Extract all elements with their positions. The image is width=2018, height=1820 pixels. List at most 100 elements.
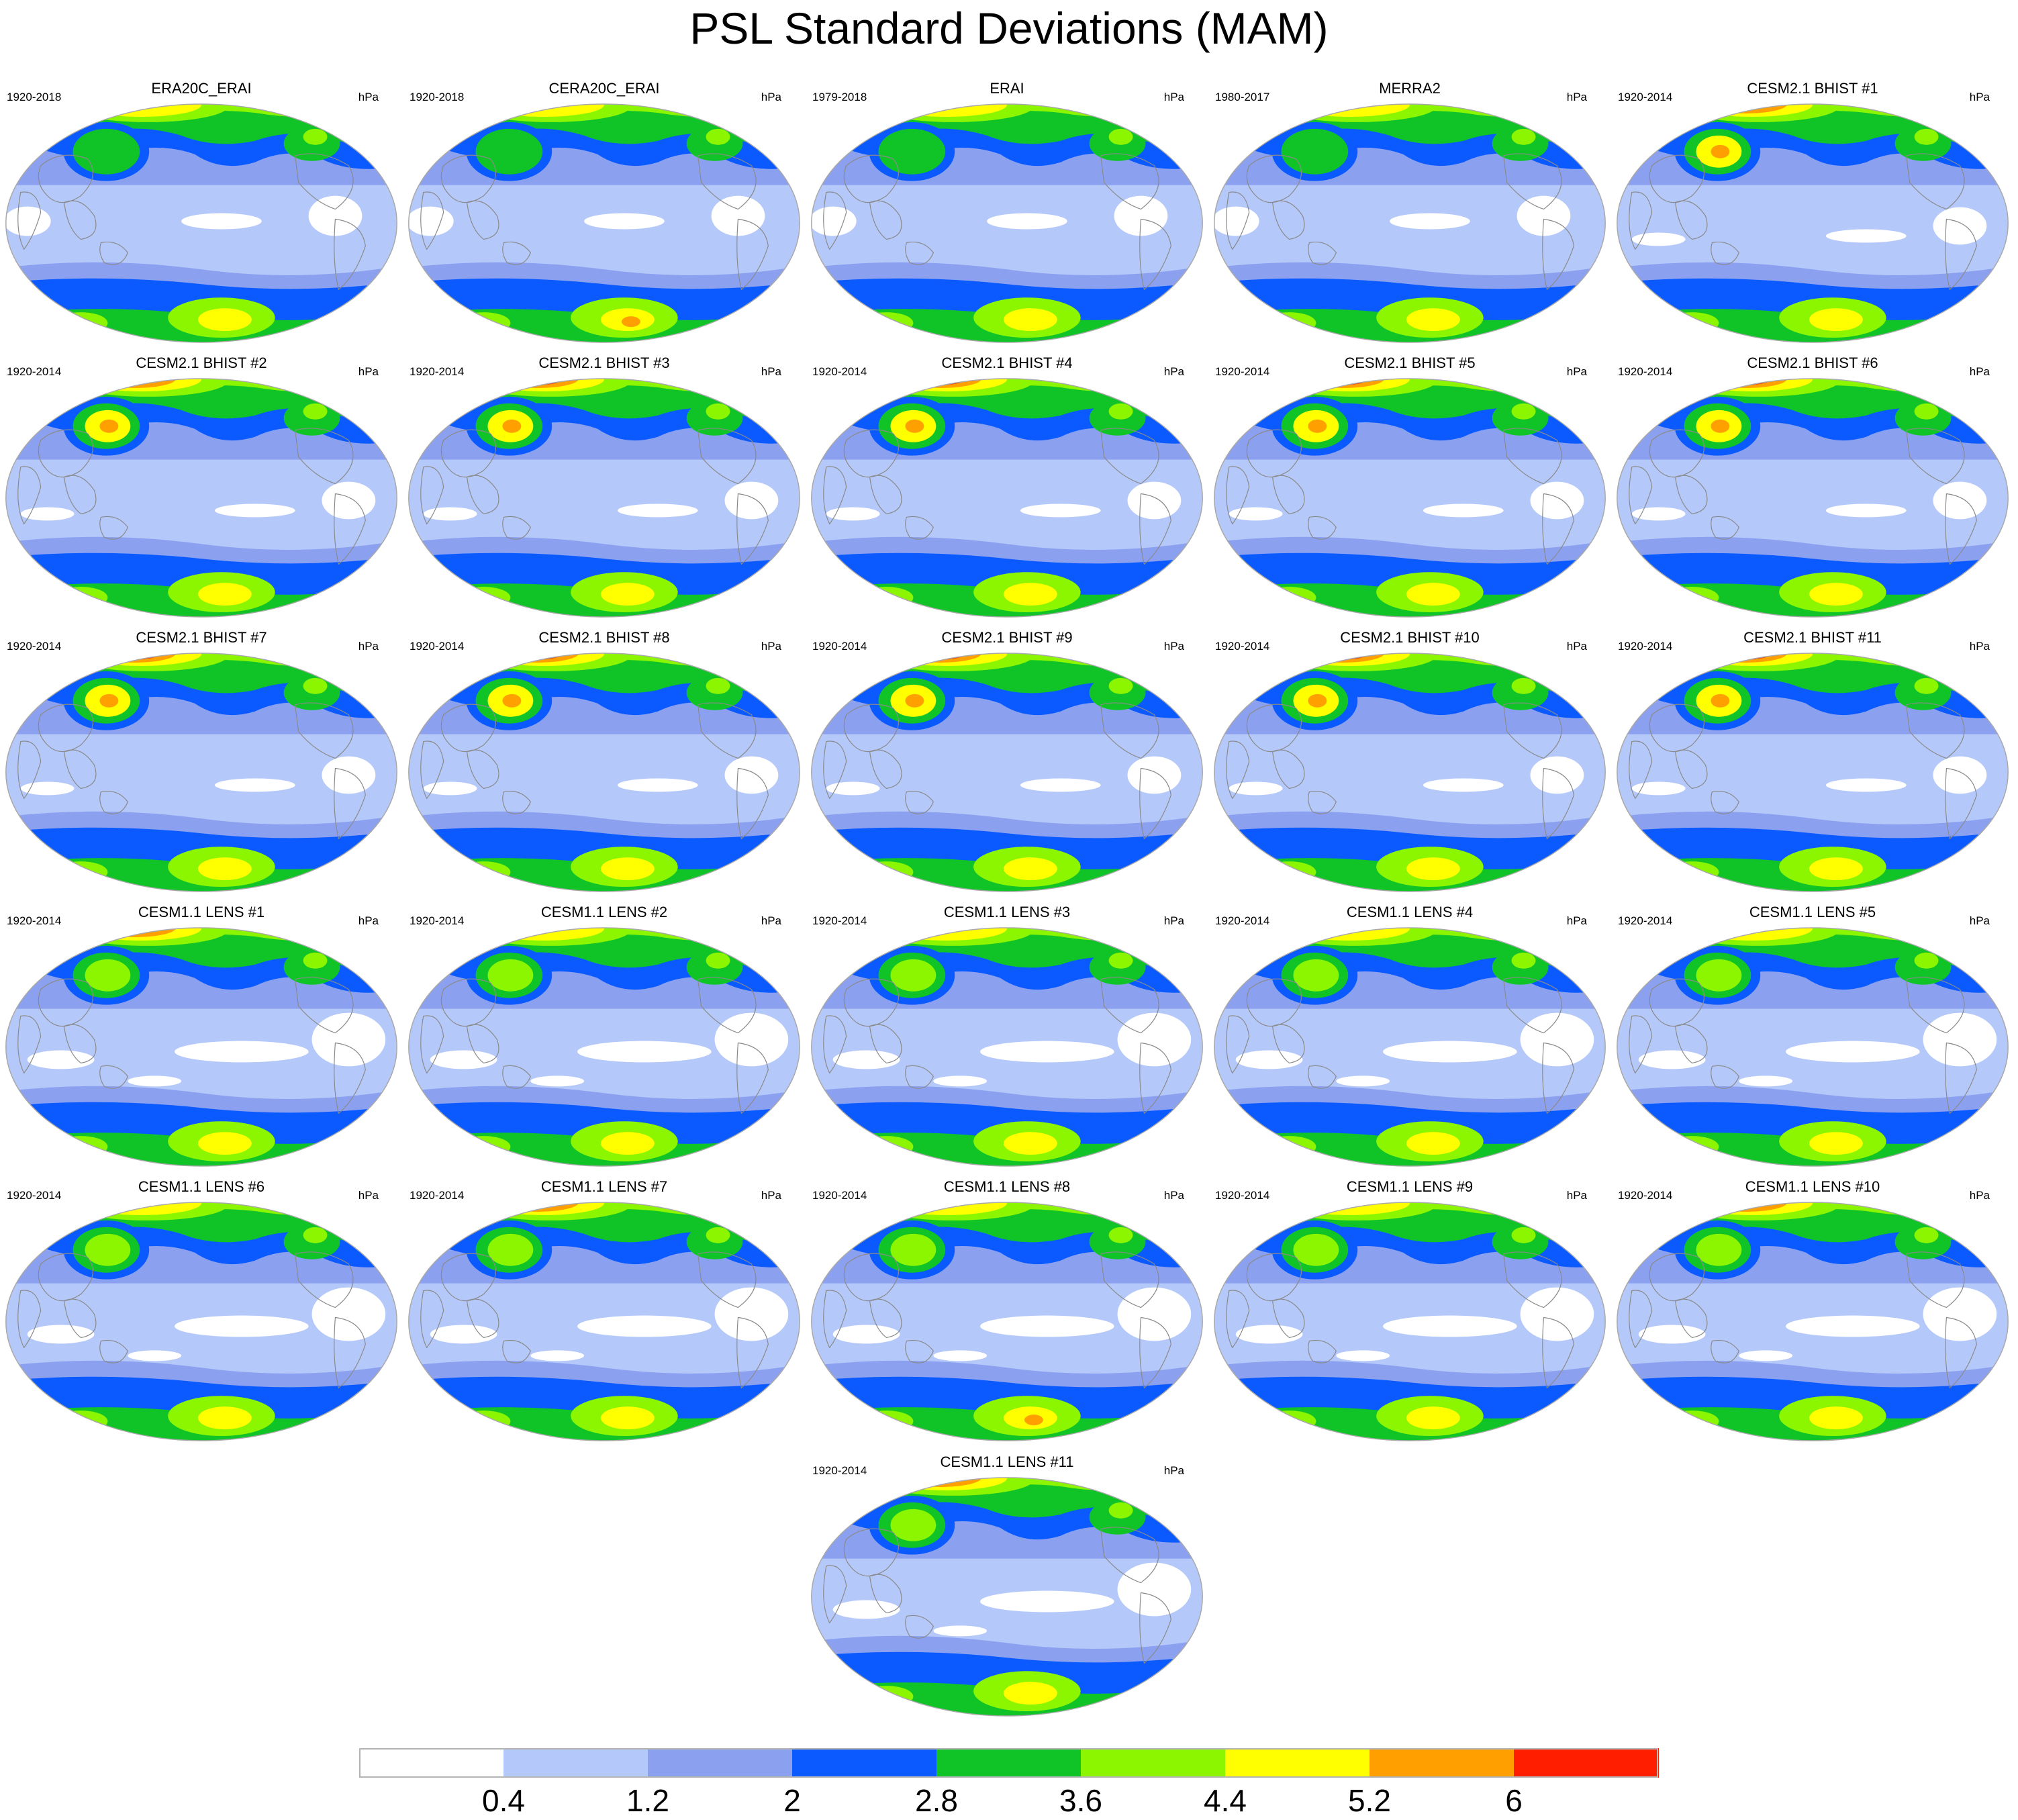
panel-years: 1920-2014 <box>1618 365 1673 378</box>
map-outline <box>408 1202 800 1441</box>
map-panel: CESM1.1 LENS #11 1920-2014 hPa <box>806 1453 1208 1718</box>
colorbar-swatch <box>936 1748 1082 1778</box>
contour-fill <box>1214 103 1606 343</box>
contour-fill <box>811 103 1203 343</box>
map-outline <box>811 927 1203 1167</box>
panel-title: CESM1.1 LENS #3 <box>943 904 1071 920</box>
map-panel: ERA20C_ERAI 1920-2018 hPa <box>0 79 403 344</box>
map-panel: CESM2.1 BHIST #11 1920-2014 hPa <box>1611 628 2014 894</box>
panel-title: CESM2.1 BHIST #1 <box>1747 80 1878 97</box>
colorbar-tick-label: 2 <box>783 1783 801 1818</box>
map-outline <box>5 103 397 343</box>
contour-fill <box>5 378 397 618</box>
panel-title: CESM2.1 BHIST #8 <box>538 629 670 646</box>
panel-title: CESM2.1 BHIST #7 <box>136 629 267 646</box>
map-panel: CESM1.1 LENS #3 1920-2014 hPa <box>806 903 1208 1168</box>
contour-fill <box>408 653 800 892</box>
contour-fill <box>1617 927 2009 1167</box>
robinson-map <box>1617 378 2009 618</box>
panel-years: 1920-2014 <box>812 640 867 653</box>
panel-years: 1920-2014 <box>1215 365 1270 378</box>
panel-units: hPa <box>358 640 379 653</box>
map-panel: ERAI 1979-2018 hPa <box>806 79 1208 344</box>
map-outline <box>408 927 800 1167</box>
map-outline <box>1617 103 2009 343</box>
panel-units: hPa <box>358 365 379 378</box>
panel-units: hPa <box>358 1189 379 1202</box>
map-panel: CESM1.1 LENS #2 1920-2014 hPa <box>403 903 806 1168</box>
panel-units: hPa <box>1566 914 1587 927</box>
panel-units: hPa <box>1163 365 1184 378</box>
colorbar <box>359 1748 1659 1779</box>
map-outline <box>1617 927 2009 1167</box>
panel-title: CESM2.1 BHIST #3 <box>538 354 670 371</box>
map-outline <box>1214 653 1606 892</box>
panel-title: CESM1.1 LENS #6 <box>138 1178 265 1195</box>
robinson-map <box>1214 653 1606 892</box>
panel-years: 1920-2014 <box>7 365 62 378</box>
panel-units: hPa <box>1163 1464 1184 1477</box>
contour-fill <box>408 103 800 343</box>
map-outline <box>5 653 397 892</box>
panel-years: 1980-2017 <box>1215 91 1270 103</box>
colorbar-tick-label: 6 <box>1505 1783 1523 1818</box>
panel-title: CESM2.1 BHIST #11 <box>1743 629 1882 646</box>
colorbar-swatch <box>1225 1748 1370 1778</box>
panel-units: hPa <box>761 914 781 927</box>
contour-fill <box>1617 653 2009 892</box>
robinson-map <box>408 1202 800 1441</box>
robinson-map <box>408 103 800 343</box>
map-outline <box>5 378 397 618</box>
colorbar-tick-label: 3.6 <box>1059 1783 1102 1818</box>
panel-units: hPa <box>1969 1189 1990 1202</box>
panel-years: 1920-2014 <box>812 365 867 378</box>
colorbar-tick-label: 5.2 <box>1348 1783 1391 1818</box>
robinson-map <box>1214 378 1606 618</box>
panel-title: CESM2.1 BHIST #9 <box>941 629 1073 646</box>
panel-title: ERA20C_ERAI <box>151 80 252 97</box>
map-panel: CERA20C_ERAI 1920-2018 hPa <box>403 79 806 344</box>
map-panel: CESM1.1 LENS #4 1920-2014 hPa <box>1208 903 1611 1168</box>
colorbar-swatch <box>503 1748 648 1778</box>
colorbar-swatch <box>792 1748 937 1778</box>
map-panel: CESM1.1 LENS #9 1920-2014 hPa <box>1208 1178 1611 1443</box>
contour-fill <box>408 378 800 618</box>
panel-units: hPa <box>1163 914 1184 927</box>
map-panel: CESM1.1 LENS #8 1920-2014 hPa <box>806 1178 1208 1443</box>
colorbar-swatch <box>1081 1748 1226 1778</box>
contour-fill <box>811 1477 1203 1717</box>
panel-units: hPa <box>1163 640 1184 653</box>
panel-units: hPa <box>761 365 781 378</box>
robinson-map <box>408 653 800 892</box>
map-outline <box>1617 378 2009 618</box>
robinson-map <box>408 927 800 1167</box>
map-panel: CESM1.1 LENS #6 1920-2014 hPa <box>0 1178 403 1443</box>
panel-years: 1920-2014 <box>1215 640 1270 653</box>
panel-years: 1920-2014 <box>410 1189 465 1202</box>
contour-fill <box>408 1202 800 1441</box>
panel-units: hPa <box>1163 91 1184 103</box>
map-outline <box>1617 1202 2009 1441</box>
map-panel: CESM2.1 BHIST #7 1920-2014 hPa <box>0 628 403 894</box>
panel-units: hPa <box>358 914 379 927</box>
robinson-map <box>1214 103 1606 343</box>
robinson-map <box>1617 653 2009 892</box>
map-outline <box>811 103 1203 343</box>
contour-fill <box>1617 1202 2009 1441</box>
contour-fill <box>1214 378 1606 618</box>
robinson-map <box>1617 927 2009 1167</box>
robinson-map <box>811 103 1203 343</box>
map-panel: CESM1.1 LENS #10 1920-2014 hPa <box>1611 1178 2014 1443</box>
panel-years: 1920-2014 <box>1618 91 1673 103</box>
contour-fill <box>1617 103 2009 343</box>
robinson-map <box>1214 927 1606 1167</box>
panel-title: CESM2.1 BHIST #4 <box>941 354 1073 371</box>
colorbar-swatch <box>359 1748 504 1778</box>
map-panel: CESM2.1 BHIST #6 1920-2014 hPa <box>1611 354 2014 619</box>
map-outline <box>1214 927 1606 1167</box>
figure-title: PSL Standard Deviations (MAM) <box>689 3 1329 53</box>
map-panel: MERRA2 1980-2017 hPa <box>1208 79 1611 344</box>
panel-years: 1920-2014 <box>410 914 465 927</box>
map-panel: CESM2.1 BHIST #3 1920-2014 hPa <box>403 354 806 619</box>
panel-years: 1920-2014 <box>1215 914 1270 927</box>
